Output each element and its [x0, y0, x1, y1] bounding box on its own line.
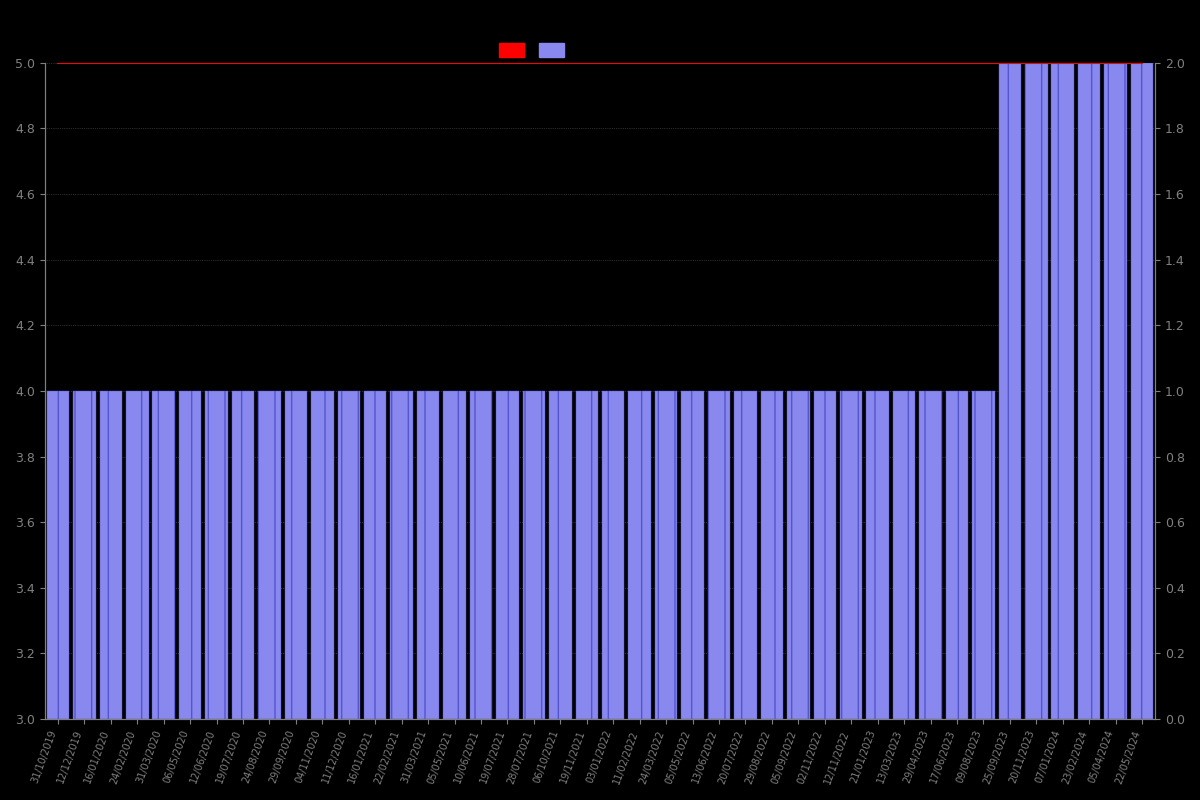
- Bar: [972, 391, 995, 719]
- Bar: [469, 391, 492, 719]
- Bar: [126, 391, 149, 719]
- Legend: , : ,: [493, 37, 574, 63]
- Bar: [284, 391, 307, 719]
- Bar: [443, 391, 466, 719]
- Bar: [734, 391, 757, 719]
- Bar: [708, 391, 731, 719]
- Bar: [602, 391, 624, 719]
- Bar: [497, 391, 518, 719]
- Bar: [364, 391, 386, 719]
- Bar: [866, 391, 889, 719]
- Bar: [390, 391, 413, 719]
- Bar: [205, 391, 228, 719]
- Bar: [946, 391, 968, 719]
- Bar: [893, 391, 916, 719]
- Bar: [73, 391, 96, 719]
- Bar: [100, 391, 122, 719]
- Bar: [416, 391, 439, 719]
- Bar: [232, 391, 254, 719]
- Bar: [576, 391, 598, 719]
- Bar: [761, 391, 784, 719]
- Bar: [814, 391, 836, 719]
- Bar: [337, 391, 360, 719]
- Bar: [1104, 63, 1127, 719]
- Bar: [998, 63, 1021, 719]
- Bar: [840, 391, 863, 719]
- Bar: [1051, 63, 1074, 719]
- Bar: [919, 391, 942, 719]
- Bar: [1078, 63, 1100, 719]
- Bar: [629, 391, 650, 719]
- Bar: [152, 391, 175, 719]
- Bar: [655, 391, 677, 719]
- Bar: [311, 391, 334, 719]
- Bar: [1130, 63, 1153, 719]
- Bar: [550, 391, 571, 719]
- Bar: [787, 391, 810, 719]
- Bar: [523, 391, 545, 719]
- Bar: [682, 391, 703, 719]
- Bar: [179, 391, 202, 719]
- Bar: [47, 391, 70, 719]
- Bar: [258, 391, 281, 719]
- Bar: [1025, 63, 1048, 719]
